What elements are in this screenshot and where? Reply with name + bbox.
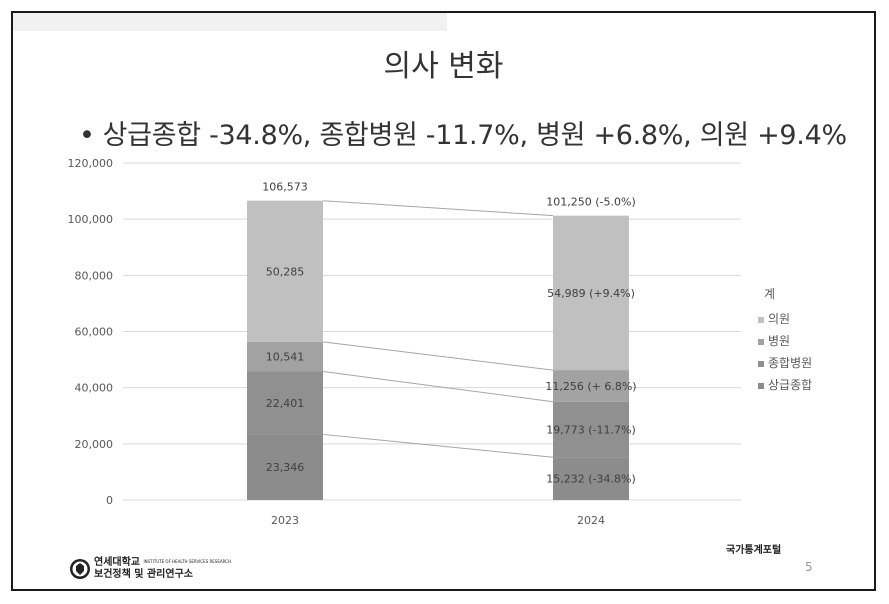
legend-item: 상급종합 <box>758 374 812 396</box>
subtitle-bullet: • <box>79 120 95 151</box>
legend-swatch <box>758 382 764 389</box>
data-label: 10,541 <box>266 351 305 364</box>
bar-segment <box>553 370 629 402</box>
x-tick-label: 2024 <box>577 514 605 527</box>
data-label: 15,232 (-34.8%) <box>546 473 635 486</box>
connector-line <box>322 341 554 371</box>
logo-university-name: 연세대학교 <box>94 557 140 568</box>
data-label: 50,285 <box>266 265 305 278</box>
slide-title: 의사 변화 <box>383 49 504 84</box>
data-label: 11,256 (+ 6.8%) <box>545 380 636 393</box>
data-label: 22,401 <box>266 397 305 410</box>
bar-segment <box>247 434 323 500</box>
top-strip <box>13 13 447 31</box>
bar-segment <box>247 371 323 435</box>
y-tick-label: 120,000 <box>68 157 114 170</box>
page-number: 5 <box>805 560 813 574</box>
legend-label: 종합병원 <box>768 356 813 370</box>
legend-item: 종합병원 <box>758 352 812 374</box>
slide: 의사 변화 • 상급종합 -34.8%, 종합병원 -11.7%, 병원 +6.8… <box>11 11 876 591</box>
logo-line1: 연세대학교 INSTITUTE OF HEALTH SERVICES RESEA… <box>94 556 231 569</box>
slide-subtitle: • 상급종합 -34.8%, 종합병원 -11.7%, 병원 +6.8%, 의원 … <box>79 113 847 152</box>
connector-line <box>322 433 554 458</box>
bar-segment <box>553 215 629 371</box>
logo-line2: 보건정책 및 관리연구소 <box>94 569 193 580</box>
data-label: 23,346 <box>266 461 305 474</box>
source-label: 국가통계포털 <box>726 545 782 556</box>
y-tick-label: 0 <box>106 494 113 507</box>
x-tick-label: 2023 <box>271 514 299 527</box>
legend-label: 상급종합 <box>768 378 813 392</box>
legend-item: 병원 <box>758 330 812 352</box>
institute-logo: 연세대학교 INSTITUTE OF HEALTH SERVICES RESEA… <box>69 556 231 581</box>
y-tick-label: 60,000 <box>75 326 114 339</box>
bar-segment <box>247 200 323 342</box>
data-label: 54,989 (+9.4%) <box>547 287 635 300</box>
legend-label: 의원 <box>768 312 791 326</box>
legend-label: 병원 <box>768 334 791 348</box>
y-tick-label: 20,000 <box>75 438 114 451</box>
total-label: 101,250 (-5.0%) <box>546 196 635 209</box>
bar-segment <box>553 401 629 458</box>
university-seal-icon <box>70 558 90 579</box>
y-tick-label: 40,000 <box>75 382 114 395</box>
stacked-bar-chart: 0 20,000 40,000 60,000 80,000 100,000 120,000 2… <box>68 157 741 527</box>
logo-text: 연세대학교 INSTITUTE OF HEALTH SERVICES RESEA… <box>94 556 231 581</box>
total-label: 106,573 <box>262 181 308 194</box>
data-label: 19,773 (-11.7%) <box>546 423 635 436</box>
connector-line <box>322 371 554 403</box>
legend-title: 계 <box>764 287 776 301</box>
logo-institute-small: INSTITUTE OF HEALTH SERVICES RESEARCH <box>143 559 231 564</box>
legend-swatch <box>758 316 764 323</box>
legend-swatch <box>758 360 764 367</box>
bar-segment <box>553 457 629 500</box>
y-tick-label: 100,000 <box>68 213 114 226</box>
subtitle-text: 상급종합 -34.8%, 종합병원 -11.7%, 병원 +6.8%, 의원 +… <box>102 120 847 151</box>
y-tick-label: 80,000 <box>75 269 114 282</box>
bar-segment <box>247 341 323 372</box>
connector-line <box>322 200 554 217</box>
legend-item: 의원 <box>758 308 812 330</box>
legend-swatch <box>758 338 764 345</box>
